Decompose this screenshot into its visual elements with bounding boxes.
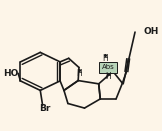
Text: HO: HO: [3, 69, 19, 78]
Text: H: H: [103, 54, 108, 63]
Text: OH: OH: [144, 27, 159, 36]
Text: Abs: Abs: [102, 64, 115, 70]
Text: H: H: [105, 72, 111, 81]
Text: H: H: [76, 69, 82, 78]
FancyBboxPatch shape: [99, 62, 117, 73]
Text: Br: Br: [39, 104, 51, 113]
